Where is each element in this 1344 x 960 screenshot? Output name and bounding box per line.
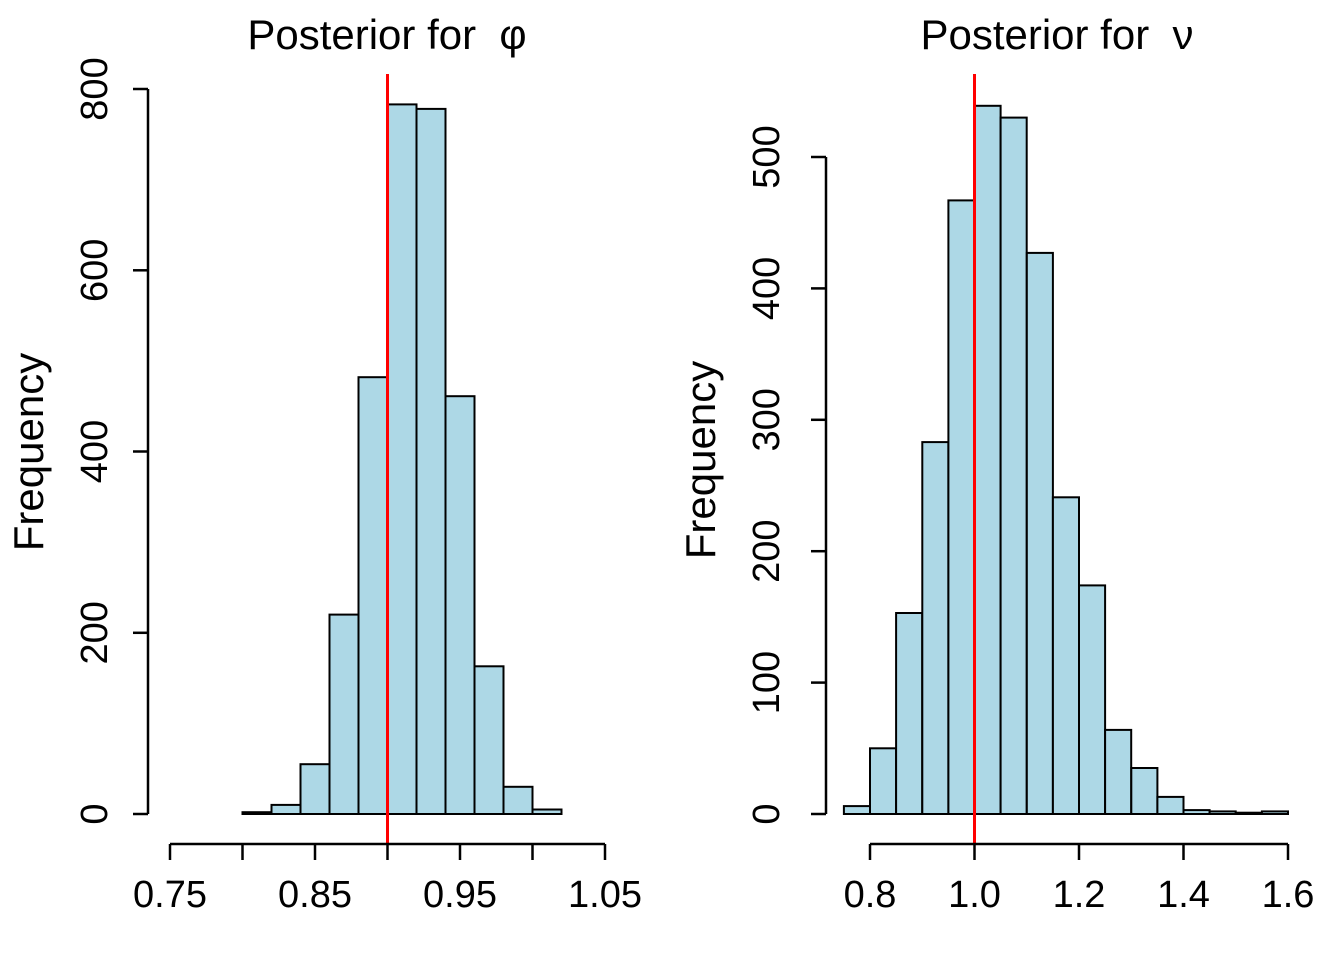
y-tick-label: 400 bbox=[74, 420, 116, 483]
histogram-bar bbox=[1104, 728, 1133, 816]
x-tick-label: 0.85 bbox=[278, 874, 352, 916]
x-tick-label: 1.05 bbox=[568, 874, 642, 916]
y-tick-label: 100 bbox=[746, 651, 788, 714]
y-tick-label: 500 bbox=[746, 125, 788, 188]
histogram-bar bbox=[895, 612, 924, 815]
x-tick-label: 1.4 bbox=[1157, 874, 1210, 916]
x-tick-label: 0.75 bbox=[133, 874, 207, 916]
histogram-bar bbox=[270, 803, 302, 816]
y-tick-label: 800 bbox=[74, 57, 116, 120]
y-tick-label: 200 bbox=[74, 601, 116, 664]
chart-group-1: 0.8 1.0 1.2 1.4 1.6 0 100 200 300 400 500 bbox=[746, 74, 1314, 916]
chart-phi-ylabel: Frequency bbox=[5, 352, 52, 552]
chart-nu-title: Posterior for ν bbox=[920, 11, 1194, 58]
histogram-bar bbox=[415, 107, 447, 815]
histogram-bar bbox=[947, 199, 976, 815]
y-tick-label: 200 bbox=[746, 519, 788, 582]
histogram-bar bbox=[921, 441, 950, 815]
x-tick-label: 1.0 bbox=[948, 874, 1001, 916]
histogram-bar bbox=[1260, 810, 1290, 816]
histogram-bar bbox=[357, 376, 389, 815]
histogram-bar bbox=[1234, 811, 1263, 816]
y-tick-label: 0 bbox=[74, 803, 116, 824]
histogram-bar bbox=[1051, 496, 1081, 815]
histogram-bar bbox=[299, 763, 331, 816]
histogram-bar bbox=[1156, 795, 1185, 816]
y-tick-label: 600 bbox=[74, 239, 116, 302]
x-tick-label: 1.2 bbox=[1053, 874, 1106, 916]
x-tick-label: 0.8 bbox=[844, 874, 897, 916]
histogram-bar bbox=[1078, 584, 1107, 816]
histogram-bar bbox=[1208, 810, 1237, 816]
chart-group-0: 0.75 0.85 0.95 1.05 0 200 400 600 800 bbox=[74, 57, 642, 916]
histogram-bar bbox=[502, 785, 534, 815]
histogram-bar bbox=[386, 103, 418, 815]
histogram-bar bbox=[1025, 251, 1054, 815]
histogram-bar bbox=[1130, 767, 1159, 815]
x-tick-label: 0.95 bbox=[423, 874, 497, 916]
histogram-bar bbox=[473, 665, 505, 815]
histogram-bar bbox=[973, 104, 1002, 816]
histogram-bar bbox=[1182, 809, 1211, 815]
histogram-bar bbox=[842, 805, 872, 815]
histogram-bar bbox=[328, 613, 360, 815]
histogram-bar bbox=[869, 747, 898, 815]
x-tick-label: 1.6 bbox=[1262, 874, 1315, 916]
histogram-bar bbox=[241, 811, 273, 816]
histogram-bar bbox=[531, 808, 563, 815]
chart-phi-title: Posterior for φ bbox=[247, 11, 527, 58]
histogram-bar bbox=[444, 395, 476, 815]
histogram-bar bbox=[999, 116, 1028, 816]
chart-nu-ylabel: Frequency bbox=[677, 360, 724, 560]
y-tick-label: 400 bbox=[746, 257, 788, 320]
y-tick-label: 300 bbox=[746, 388, 788, 451]
y-tick-label: 0 bbox=[746, 803, 788, 824]
